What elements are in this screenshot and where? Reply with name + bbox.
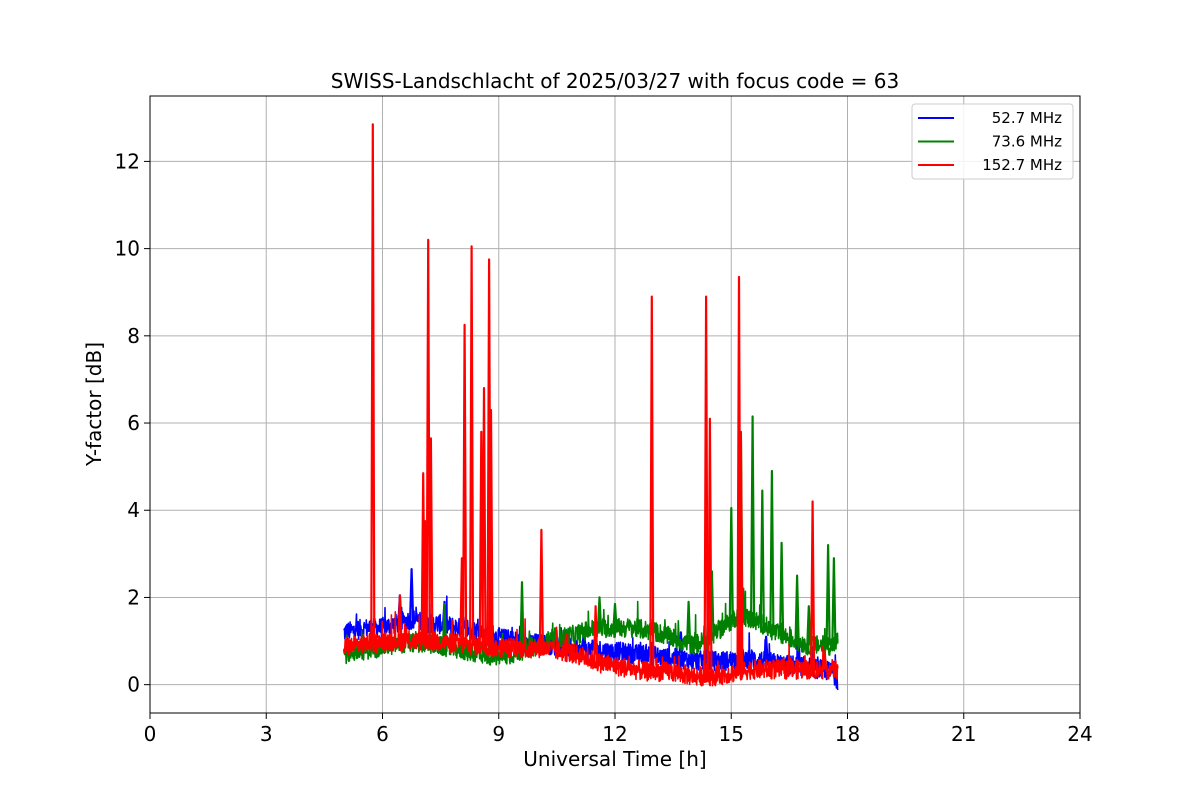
legend: 52.7 MHz 73.6 MHz 152.7 MHz (911, 103, 1074, 180)
y-tick-label: 2 (127, 585, 140, 609)
series-peak (481, 387, 487, 646)
x-tick-label: 3 (260, 722, 273, 746)
legend-label: 73.6 MHz (992, 133, 1062, 151)
series-peak (428, 437, 434, 642)
x-axis: 0 3 6 9 12 15 18 21 24 (144, 713, 1093, 746)
series-peak (831, 557, 837, 645)
series-layer (343, 123, 839, 691)
x-tick-label: 12 (602, 722, 627, 746)
series-peak (728, 507, 734, 621)
series-line (343, 610, 839, 687)
x-tick-label: 6 (376, 722, 389, 746)
y-tick-label: 4 (127, 498, 140, 522)
x-tick-label: 15 (719, 722, 744, 746)
series-peak (370, 123, 376, 644)
series-peak (703, 295, 709, 676)
legend-box (911, 103, 1074, 180)
series-peak (425, 238, 431, 642)
series-peak (779, 541, 785, 636)
y-tick-label: 6 (127, 411, 140, 435)
series-peak (596, 596, 603, 629)
x-tick-label: 0 (144, 722, 157, 746)
series-peak (409, 567, 415, 620)
series-peak (759, 489, 765, 624)
series-peak (649, 295, 655, 672)
y-axis-label: Y-factor [dB] (82, 342, 106, 467)
series-peak (763, 635, 769, 662)
y-tick-label: 8 (127, 324, 140, 348)
x-tick-label: 21 (951, 722, 976, 746)
series-peak (469, 245, 475, 646)
legend-label: 52.7 MHz (992, 109, 1062, 127)
series-peak (538, 528, 544, 648)
series-peak (810, 500, 816, 670)
legend-label: 152.7 MHz (982, 156, 1062, 174)
x-axis-label: Universal Time [h] (523, 747, 706, 771)
x-tick-label: 24 (1067, 722, 1092, 746)
series-peak (707, 417, 713, 676)
series-peak (441, 602, 448, 647)
series-peak (519, 581, 525, 651)
series-peak (738, 432, 744, 672)
y-tick-label: 12 (115, 149, 140, 173)
y-tick-label: 0 (127, 673, 140, 697)
series-peak (750, 415, 756, 621)
series-peak (488, 408, 494, 647)
x-tick-label: 18 (835, 722, 860, 746)
series-peak (806, 605, 812, 646)
chart-title: SWISS-Landschlacht of 2025/03/27 with fo… (331, 69, 899, 93)
x-tick-label: 9 (492, 722, 505, 746)
series-peak (794, 574, 800, 642)
series-peak (686, 600, 692, 645)
series-peak (593, 605, 599, 662)
y-tick-label: 10 (115, 237, 140, 261)
series-peak (825, 543, 831, 646)
series-peak (769, 469, 775, 631)
series-2 (343, 123, 839, 687)
series-peak (397, 594, 403, 642)
y-axis: 0 2 4 6 8 10 12 (115, 149, 150, 697)
series-peak (462, 323, 468, 645)
series-peak (612, 602, 618, 629)
